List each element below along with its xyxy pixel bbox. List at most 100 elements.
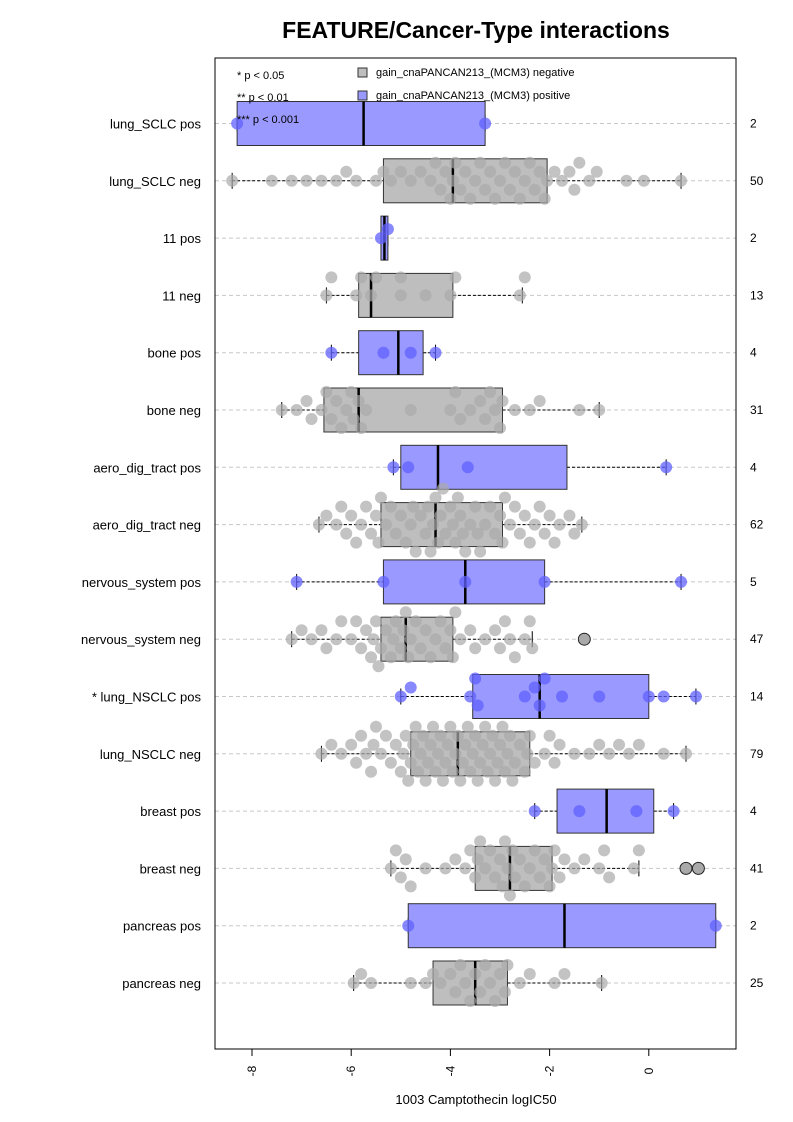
data-point [469,672,482,685]
data-point [335,422,348,434]
data-point [456,756,469,769]
data-point [427,518,440,531]
data-point [657,690,670,703]
data-point [568,862,581,875]
data-point [508,871,521,884]
data-point [305,633,318,646]
data-point [340,165,353,178]
sample-count-label: 50 [750,174,764,188]
data-point [412,765,425,778]
data-point [399,606,412,619]
data-point [523,729,536,742]
data-point [464,518,477,531]
data-point [523,968,536,980]
data-point [563,165,576,178]
data-point [503,183,516,196]
data-point [494,642,506,655]
x-tick-label: 0 [642,1067,656,1074]
data-point [394,289,407,302]
data-point [489,774,502,787]
data-point [345,509,358,522]
data-point [484,500,497,513]
data-point [459,862,472,875]
data-point [459,545,472,558]
category-label: pancreas pos [123,919,202,934]
data-point [484,747,497,760]
data-point [449,271,462,284]
data-point [553,518,566,531]
data-point [496,880,509,893]
sample-count-label: 4 [750,804,757,818]
data-point [407,738,420,751]
significance-legend-entry: *** p < 0.001 [237,114,299,126]
data-point [513,289,526,302]
data-point [384,174,397,187]
data-point [374,491,387,504]
data-point [459,575,472,588]
data-point [367,633,380,646]
data-point [479,633,492,646]
data-point [350,536,363,549]
data-point [379,729,392,742]
data-point [419,862,432,875]
data-point [231,117,244,130]
data-point [394,690,407,703]
category-label: nervous_system pos [82,575,202,590]
data-point [471,853,484,866]
data-point [404,681,417,694]
data-point [340,404,353,416]
legend: * p < 0.05 ** p < 0.01 *** p < 0.001 gain_c… [237,67,575,126]
data-point [546,862,559,875]
data-point [424,545,437,558]
data-point [384,500,397,513]
data-point [370,720,382,733]
data-point [494,853,506,866]
data-point [479,720,492,733]
sample-count-label: 41 [750,861,764,875]
sample-count-label: 13 [750,288,764,302]
data-point [476,738,489,751]
data-point [489,527,502,540]
data-point [479,117,492,130]
data-point [489,624,502,637]
data-point [265,174,278,187]
data-point [573,156,586,169]
data-point [419,289,432,302]
data-point [474,156,487,169]
data-point [370,174,382,187]
sample-count-label: 5 [750,575,757,589]
sample-count-label: 14 [750,690,764,704]
data-point [444,720,457,733]
data-point [613,738,626,751]
data-point [285,633,298,646]
data-point [469,500,482,513]
data-point [553,871,566,884]
data-point [402,774,415,787]
data-point [548,165,561,178]
data-point [387,633,400,646]
data-point [397,624,410,637]
x-axis: -8 -6 -4 -2 0 [245,1048,656,1076]
data-point [459,738,472,751]
data-point [432,747,444,760]
data-point [521,747,534,760]
data-point [434,615,447,628]
data-point [389,738,402,751]
data-point [593,404,606,416]
significance-legend-entry: * p < 0.05 [237,70,284,82]
data-point [464,192,477,205]
data-point [518,509,531,522]
data-point [330,395,343,407]
x-tick-label: -4 [443,1065,457,1076]
data-point [459,977,472,989]
data-point [568,527,581,540]
data-point [508,500,521,513]
data-point [360,404,373,416]
data-point [355,422,368,434]
data-point [667,805,680,818]
data-point [345,738,358,751]
data-point [360,624,373,637]
data-point [419,977,432,989]
data-point [489,995,502,1007]
data-point [528,756,541,769]
